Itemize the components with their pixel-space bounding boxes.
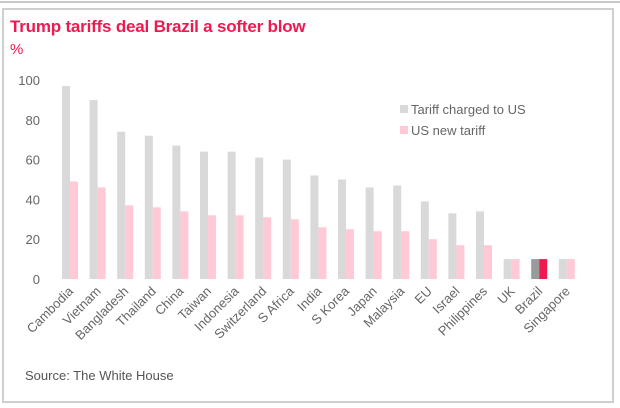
bar-tariff-charged-eu bbox=[420, 201, 429, 279]
bar-tariff-charged-israel bbox=[448, 213, 457, 279]
legend-swatch bbox=[400, 126, 408, 134]
bar-us-new-tariff-eu bbox=[428, 239, 437, 279]
y-tick-label: 20 bbox=[26, 232, 40, 247]
source-note: Source: The White House bbox=[25, 368, 174, 383]
bar-us-new-tariff-switzerland bbox=[263, 217, 272, 279]
bar-us-new-tariff-indonesia bbox=[235, 215, 244, 279]
bar-tariff-charged-s-africa bbox=[282, 159, 291, 279]
bar-tariff-charged-india bbox=[310, 175, 319, 279]
top-rule bbox=[0, 1, 620, 3]
bar-us-new-tariff-japan bbox=[373, 231, 382, 279]
bar-us-new-tariff-israel bbox=[456, 245, 465, 279]
bar-tariff-charged-malaysia bbox=[393, 185, 402, 279]
unit-label: % bbox=[10, 41, 24, 58]
bar-us-new-tariff-philippines bbox=[484, 245, 492, 279]
bar-tariff-charged-thailand bbox=[144, 135, 153, 279]
chart-title: Trump tariffs deal Brazil a softer blow bbox=[10, 17, 306, 36]
legend-swatch bbox=[400, 105, 408, 113]
bar-tariff-charged-cambodia bbox=[62, 85, 70, 279]
bar-tariff-charged-singapore bbox=[558, 259, 567, 279]
bar-tariff-charged-indonesia bbox=[227, 151, 236, 279]
bar-tariff-charged-taiwan bbox=[200, 151, 208, 279]
bar-tariff-charged-brazil bbox=[531, 259, 540, 279]
bar-tariff-charged-bangladesh bbox=[117, 131, 126, 279]
bar-us-new-tariff-taiwan bbox=[208, 215, 216, 279]
y-tick-label: 40 bbox=[26, 192, 40, 207]
bar-tariff-charged-philippines bbox=[476, 211, 484, 279]
y-tick-label: 0 bbox=[33, 272, 40, 287]
y-tick-label: 60 bbox=[26, 153, 40, 168]
x-axis-labels: CambodiaVietnamBangladeshThailandChinaTa… bbox=[24, 283, 573, 343]
bar-us-new-tariff-thailand bbox=[152, 207, 161, 279]
y-tick-label: 100 bbox=[18, 73, 40, 88]
bar-tariff-charged-switzerland bbox=[255, 157, 264, 279]
bar-us-new-tariff-india bbox=[318, 227, 327, 279]
bar-tariff-charged-uk bbox=[503, 259, 512, 279]
bar-tariff-charged-vietnam bbox=[89, 99, 98, 280]
legend: Tariff charged to US US new tariff bbox=[400, 102, 526, 138]
bar-us-new-tariff-uk bbox=[511, 259, 520, 279]
bar-us-new-tariff-china bbox=[180, 211, 189, 279]
legend-label: US new tariff bbox=[411, 123, 486, 138]
bar-us-new-tariff-bangladesh bbox=[125, 205, 134, 279]
bar-us-new-tariff-malaysia bbox=[401, 231, 410, 279]
bar-tariff-charged-s-korea bbox=[338, 179, 346, 279]
bars bbox=[62, 85, 575, 280]
bar-us-new-tariff-cambodia bbox=[70, 181, 78, 279]
bar-tariff-charged-china bbox=[172, 145, 181, 279]
bar-tariff-charged-japan bbox=[365, 187, 374, 279]
y-axis: 0 20 40 60 80 100 bbox=[18, 73, 40, 287]
bar-us-new-tariff-vietnam bbox=[97, 187, 106, 279]
bar-us-new-tariff-singapore bbox=[566, 259, 575, 279]
bar-us-new-tariff-s-korea bbox=[346, 229, 354, 279]
legend-label: Tariff charged to US bbox=[411, 102, 526, 117]
y-tick-label: 80 bbox=[26, 113, 40, 128]
bar-us-new-tariff-s-africa bbox=[290, 219, 299, 279]
bar-us-new-tariff-brazil bbox=[539, 259, 548, 279]
